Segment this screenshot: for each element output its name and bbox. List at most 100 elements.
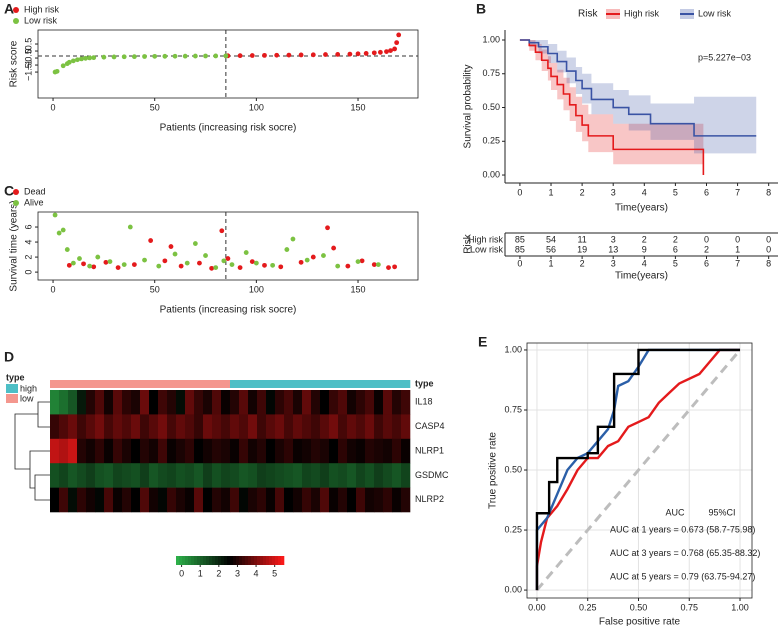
at-risk-count: 0 xyxy=(766,244,771,254)
heat-cell xyxy=(176,463,186,488)
heat-cell xyxy=(68,438,78,464)
point xyxy=(64,247,70,252)
heat-cell xyxy=(266,438,276,464)
heat-cell xyxy=(131,414,141,440)
point xyxy=(184,260,190,266)
survival-curve xyxy=(519,39,757,137)
colorbar-segment xyxy=(272,556,276,565)
x-tick-label: 2 xyxy=(580,187,585,197)
type-cell xyxy=(365,380,375,388)
heat-cell xyxy=(401,438,411,464)
point xyxy=(70,58,76,64)
point xyxy=(355,51,361,57)
point xyxy=(371,50,377,56)
heat-cell xyxy=(185,487,195,513)
heat-cell xyxy=(239,487,249,513)
point xyxy=(107,259,113,264)
point xyxy=(388,48,393,54)
heat-cell xyxy=(257,463,267,488)
point xyxy=(156,263,162,269)
x-tick-label: 0 xyxy=(51,102,56,112)
heat-cell xyxy=(122,463,132,488)
colorbar-segment xyxy=(269,556,273,565)
type-cell xyxy=(320,380,330,388)
dendrogram-branches xyxy=(14,401,50,501)
heat-cell xyxy=(275,463,285,488)
heat-cell xyxy=(167,438,177,464)
heat-cell xyxy=(77,463,87,488)
survival-curve xyxy=(519,39,705,176)
heat-cell xyxy=(167,414,177,440)
type-cell xyxy=(104,380,114,388)
point xyxy=(310,52,316,58)
type-cell xyxy=(77,380,87,388)
heat-cell xyxy=(284,487,294,513)
point xyxy=(111,54,117,60)
table-title: Risk xyxy=(463,233,474,253)
x-tick-label: 100 xyxy=(249,284,264,294)
type-cell xyxy=(293,380,303,388)
legend-swatch xyxy=(6,384,18,393)
point xyxy=(262,262,267,268)
y-tick-label: 0.00 xyxy=(504,584,522,594)
point xyxy=(178,263,184,269)
heat-cell xyxy=(194,390,204,415)
heat-cell xyxy=(230,487,240,513)
type-cell xyxy=(194,380,204,388)
x-axis-label: False positive rate xyxy=(599,617,681,626)
heat-cell xyxy=(248,463,258,488)
point xyxy=(355,259,361,264)
point xyxy=(168,244,174,249)
heat-cell xyxy=(302,438,312,464)
plot-frame xyxy=(37,29,419,99)
type-cell xyxy=(329,380,339,388)
heat-cell xyxy=(149,414,159,440)
y-tick-label: −1.5 xyxy=(23,63,33,81)
legend-label: Low risk xyxy=(24,15,58,25)
colorbar-segment xyxy=(278,556,282,565)
confidence-band xyxy=(519,39,757,154)
heat-cell xyxy=(239,438,249,464)
at-risk-count: 2 xyxy=(642,234,647,244)
heat-cell xyxy=(266,414,276,440)
y-tick-label: −0.5 xyxy=(23,49,33,67)
x-tick-label: 6 xyxy=(704,187,709,197)
point xyxy=(262,52,267,58)
colorbar-segment xyxy=(275,556,279,565)
type-cell xyxy=(239,380,249,388)
point xyxy=(152,53,158,59)
point xyxy=(392,264,398,270)
legend-marker xyxy=(13,18,19,24)
colorbar-segment xyxy=(281,556,285,565)
table-x-tick-label: 5 xyxy=(673,258,678,268)
colorbar-segment xyxy=(224,556,228,565)
point xyxy=(371,262,377,267)
x-tick-label: 0 xyxy=(51,284,56,294)
colorbar-segment xyxy=(203,556,207,565)
heat-cell xyxy=(311,390,321,415)
heat-cell xyxy=(68,463,78,488)
at-risk-count: 2 xyxy=(673,234,678,244)
heat-cell xyxy=(221,390,231,415)
point xyxy=(172,251,178,257)
heat-cell xyxy=(239,463,249,488)
row-label: IL18 xyxy=(415,397,433,407)
colorbar-tick-label: 2 xyxy=(216,568,221,578)
heat-cell xyxy=(293,463,303,488)
heat-cell xyxy=(167,463,177,488)
heat-cell xyxy=(221,438,231,464)
heat-cell xyxy=(401,487,411,513)
at-risk-count: 56 xyxy=(546,244,556,254)
heat-cell xyxy=(131,390,141,415)
colorbar-tick-label: 0 xyxy=(179,568,184,578)
heat-cell xyxy=(257,414,267,440)
point xyxy=(162,258,168,264)
point xyxy=(221,258,227,264)
point xyxy=(213,265,219,271)
panel-label: A xyxy=(4,1,14,17)
heat-cell xyxy=(329,414,339,440)
colorbar-tick-label: 5 xyxy=(272,568,277,578)
heat-cell xyxy=(365,438,375,464)
point xyxy=(396,32,402,38)
heat-cell xyxy=(77,438,87,464)
